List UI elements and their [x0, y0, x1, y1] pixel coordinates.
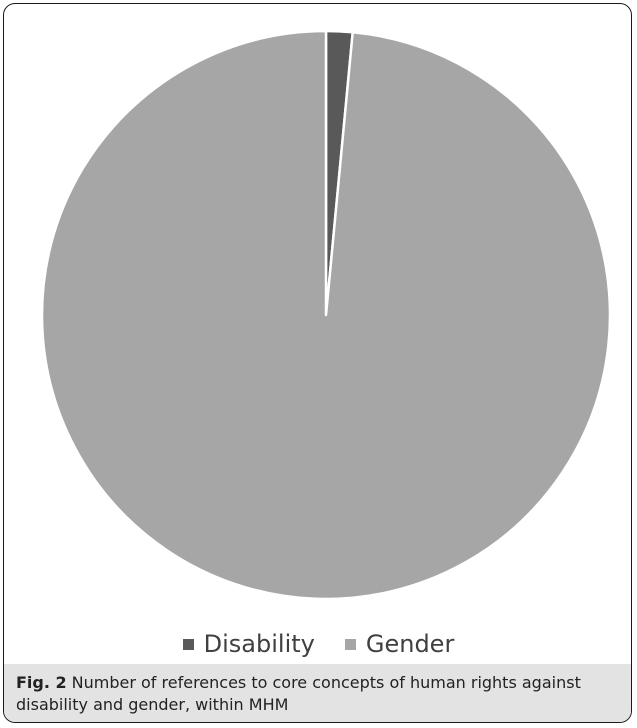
pie-slice-gender [40, 29, 612, 601]
chart-legend: Disability Gender [4, 624, 631, 664]
legend-label-disability: Disability [203, 630, 315, 658]
caption-label: Fig. 2 [16, 673, 67, 692]
caption-text: Number of references to core concepts of… [16, 673, 581, 714]
legend-swatch-gender [344, 638, 356, 650]
legend-label-gender: Gender [365, 630, 455, 658]
figure-caption: Fig. 2 Number of references to core conce… [4, 664, 631, 722]
legend-item-gender: Gender [344, 630, 455, 658]
legend-item-disability: Disability [182, 630, 315, 658]
figure-frame: Disability Gender Fig. 2 Number of refere… [3, 3, 632, 723]
legend-swatch-disability [182, 638, 194, 650]
pie-chart [40, 29, 612, 601]
